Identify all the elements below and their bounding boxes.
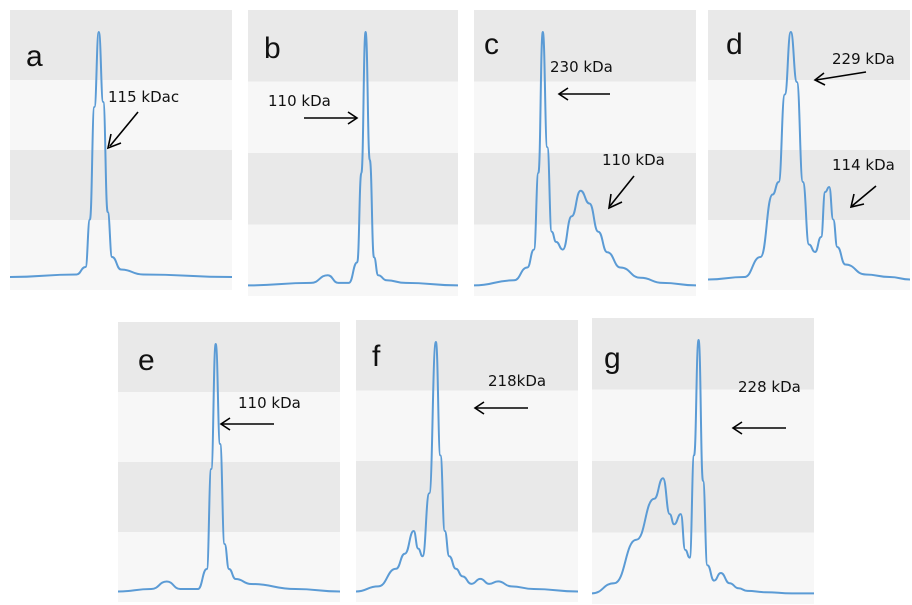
series-line-d-0 [707,31,911,281]
series-line-c-0 [473,31,697,287]
panel-g-peak-label: 228 kDa [738,378,801,396]
panel-c-arrow-110 [608,175,635,210]
panel-d-arrow-114 [849,185,877,209]
panel-a-peak-label: 115 kDac [108,88,180,106]
panel-g: g 228 kDa [591,318,814,604]
panel-c-peak-label-230: 230 kDa [550,58,613,76]
panel-g-arrow [731,421,786,435]
panel-c-peak-label-110: 110 kDa [602,151,665,169]
panel-f-background [356,320,578,602]
panel-b: b 110 kDa [247,10,459,296]
panel-d-trace [707,31,911,281]
panel-d-background [708,10,910,290]
panel-b-trace [247,31,459,287]
panel-g-letter: g [604,342,621,375]
panel-d: d 229 kDa 114 kDa [707,10,911,290]
panel-f: f 218kDa [355,320,579,602]
panel-e-background [118,322,340,602]
panel-d-arrow-229 [813,71,867,86]
series-line-e-0 [117,343,341,593]
panel-d-peak-label-114: 114 kDa [832,156,895,174]
panel-f-arrow [473,401,528,415]
panel-c: c 230 kDa 110 kDa [473,10,697,296]
series-line-a-0 [9,31,233,278]
panel-g-trace [591,339,814,595]
panel-e-arrow [219,417,274,431]
panel-a-trace [9,31,233,278]
panel-c-letter: c [484,28,499,61]
panel-f-letter: f [372,340,381,373]
panel-e-peak-label: 110 kDa [238,394,301,412]
panel-a-arrow [106,111,139,150]
panel-a-background [10,10,232,290]
series-line-b-0 [247,31,459,287]
panel-a-letter: a [26,40,43,73]
panel-a: a 115 kDac [9,10,233,290]
panel-f-trace [355,341,579,593]
panel-g-background [592,318,814,604]
panel-b-letter: b [264,32,281,65]
panel-d-letter: d [726,28,743,61]
panel-c-arrow-230 [557,87,610,101]
panel-d-peak-label-229: 229 kDa [832,50,895,68]
panel-b-peak-label: 110 kDa [268,92,331,110]
panel-e-letter: e [138,344,155,377]
panel-e-trace [117,343,341,593]
series-line-g-0 [591,339,814,595]
series-line-f-0 [355,341,579,593]
panel-f-peak-label: 218kDa [488,372,547,390]
panel-c-trace [473,31,697,287]
panel-e: e 110 kDa [117,322,341,602]
panel-b-arrow [304,111,359,125]
